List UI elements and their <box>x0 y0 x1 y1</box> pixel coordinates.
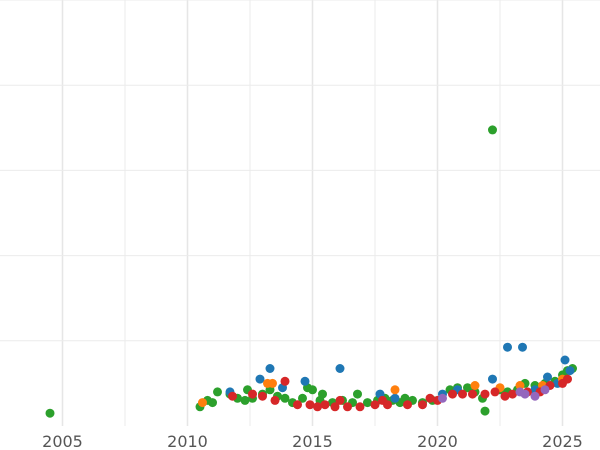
data-point <box>320 400 330 410</box>
data-point <box>520 389 530 399</box>
data-point <box>258 391 267 401</box>
data-point <box>240 395 250 405</box>
data-point <box>563 374 572 384</box>
data-point <box>508 389 517 399</box>
data-point <box>268 378 277 388</box>
data-point <box>318 389 327 399</box>
data-point <box>343 402 352 412</box>
data-point <box>265 364 275 373</box>
data-point <box>418 400 427 410</box>
data-point <box>500 391 510 401</box>
data-point <box>308 385 317 395</box>
x-tick-label: 2025 <box>542 432 583 450</box>
data-point <box>298 393 307 403</box>
data-point <box>540 385 550 395</box>
data-point <box>518 342 527 352</box>
data-point <box>390 393 400 403</box>
data-point <box>543 372 552 382</box>
x-axis-tick-labels: 2005 2010 2015 2020 2025 <box>42 432 583 450</box>
data-point <box>330 402 340 412</box>
data-point <box>565 366 575 376</box>
data-point <box>370 400 380 410</box>
data-point <box>515 381 525 390</box>
data-point <box>560 355 570 365</box>
data-point <box>228 391 237 401</box>
data-point <box>335 395 345 405</box>
grid-lines <box>0 0 600 426</box>
data-point <box>448 389 457 399</box>
data-point <box>353 389 362 399</box>
data-point <box>280 393 290 403</box>
data-point <box>213 387 222 397</box>
data-point <box>355 402 365 412</box>
data-point <box>335 364 345 373</box>
data-point <box>468 389 477 399</box>
data-point <box>425 393 435 403</box>
data-point <box>403 400 412 410</box>
x-tick-label: 2015 <box>292 432 333 450</box>
data-point <box>490 387 500 397</box>
data-point <box>270 395 280 405</box>
data-point <box>488 374 497 384</box>
data-point <box>208 398 217 408</box>
data-point <box>390 385 400 395</box>
data-point <box>313 402 322 412</box>
data-point <box>438 393 447 403</box>
data-point <box>530 391 540 401</box>
data-point <box>480 389 490 399</box>
data-point <box>248 389 257 399</box>
data-point <box>458 389 467 399</box>
x-tick-label: 2005 <box>42 432 83 450</box>
data-point <box>383 400 392 410</box>
data-point <box>198 398 207 408</box>
data-point <box>363 398 372 408</box>
data-point <box>293 400 302 410</box>
data-point <box>300 376 310 386</box>
data-point <box>45 408 55 418</box>
data-point <box>470 381 480 390</box>
data-point <box>503 342 512 352</box>
x-tick-label: 2020 <box>417 432 458 450</box>
data-point <box>463 383 472 393</box>
data-point <box>280 376 290 386</box>
data-point <box>480 406 490 416</box>
data-point <box>305 400 315 410</box>
data-point <box>488 125 497 135</box>
data-point <box>255 374 265 384</box>
x-tick-label: 2010 <box>167 432 208 450</box>
data-points <box>45 125 577 418</box>
